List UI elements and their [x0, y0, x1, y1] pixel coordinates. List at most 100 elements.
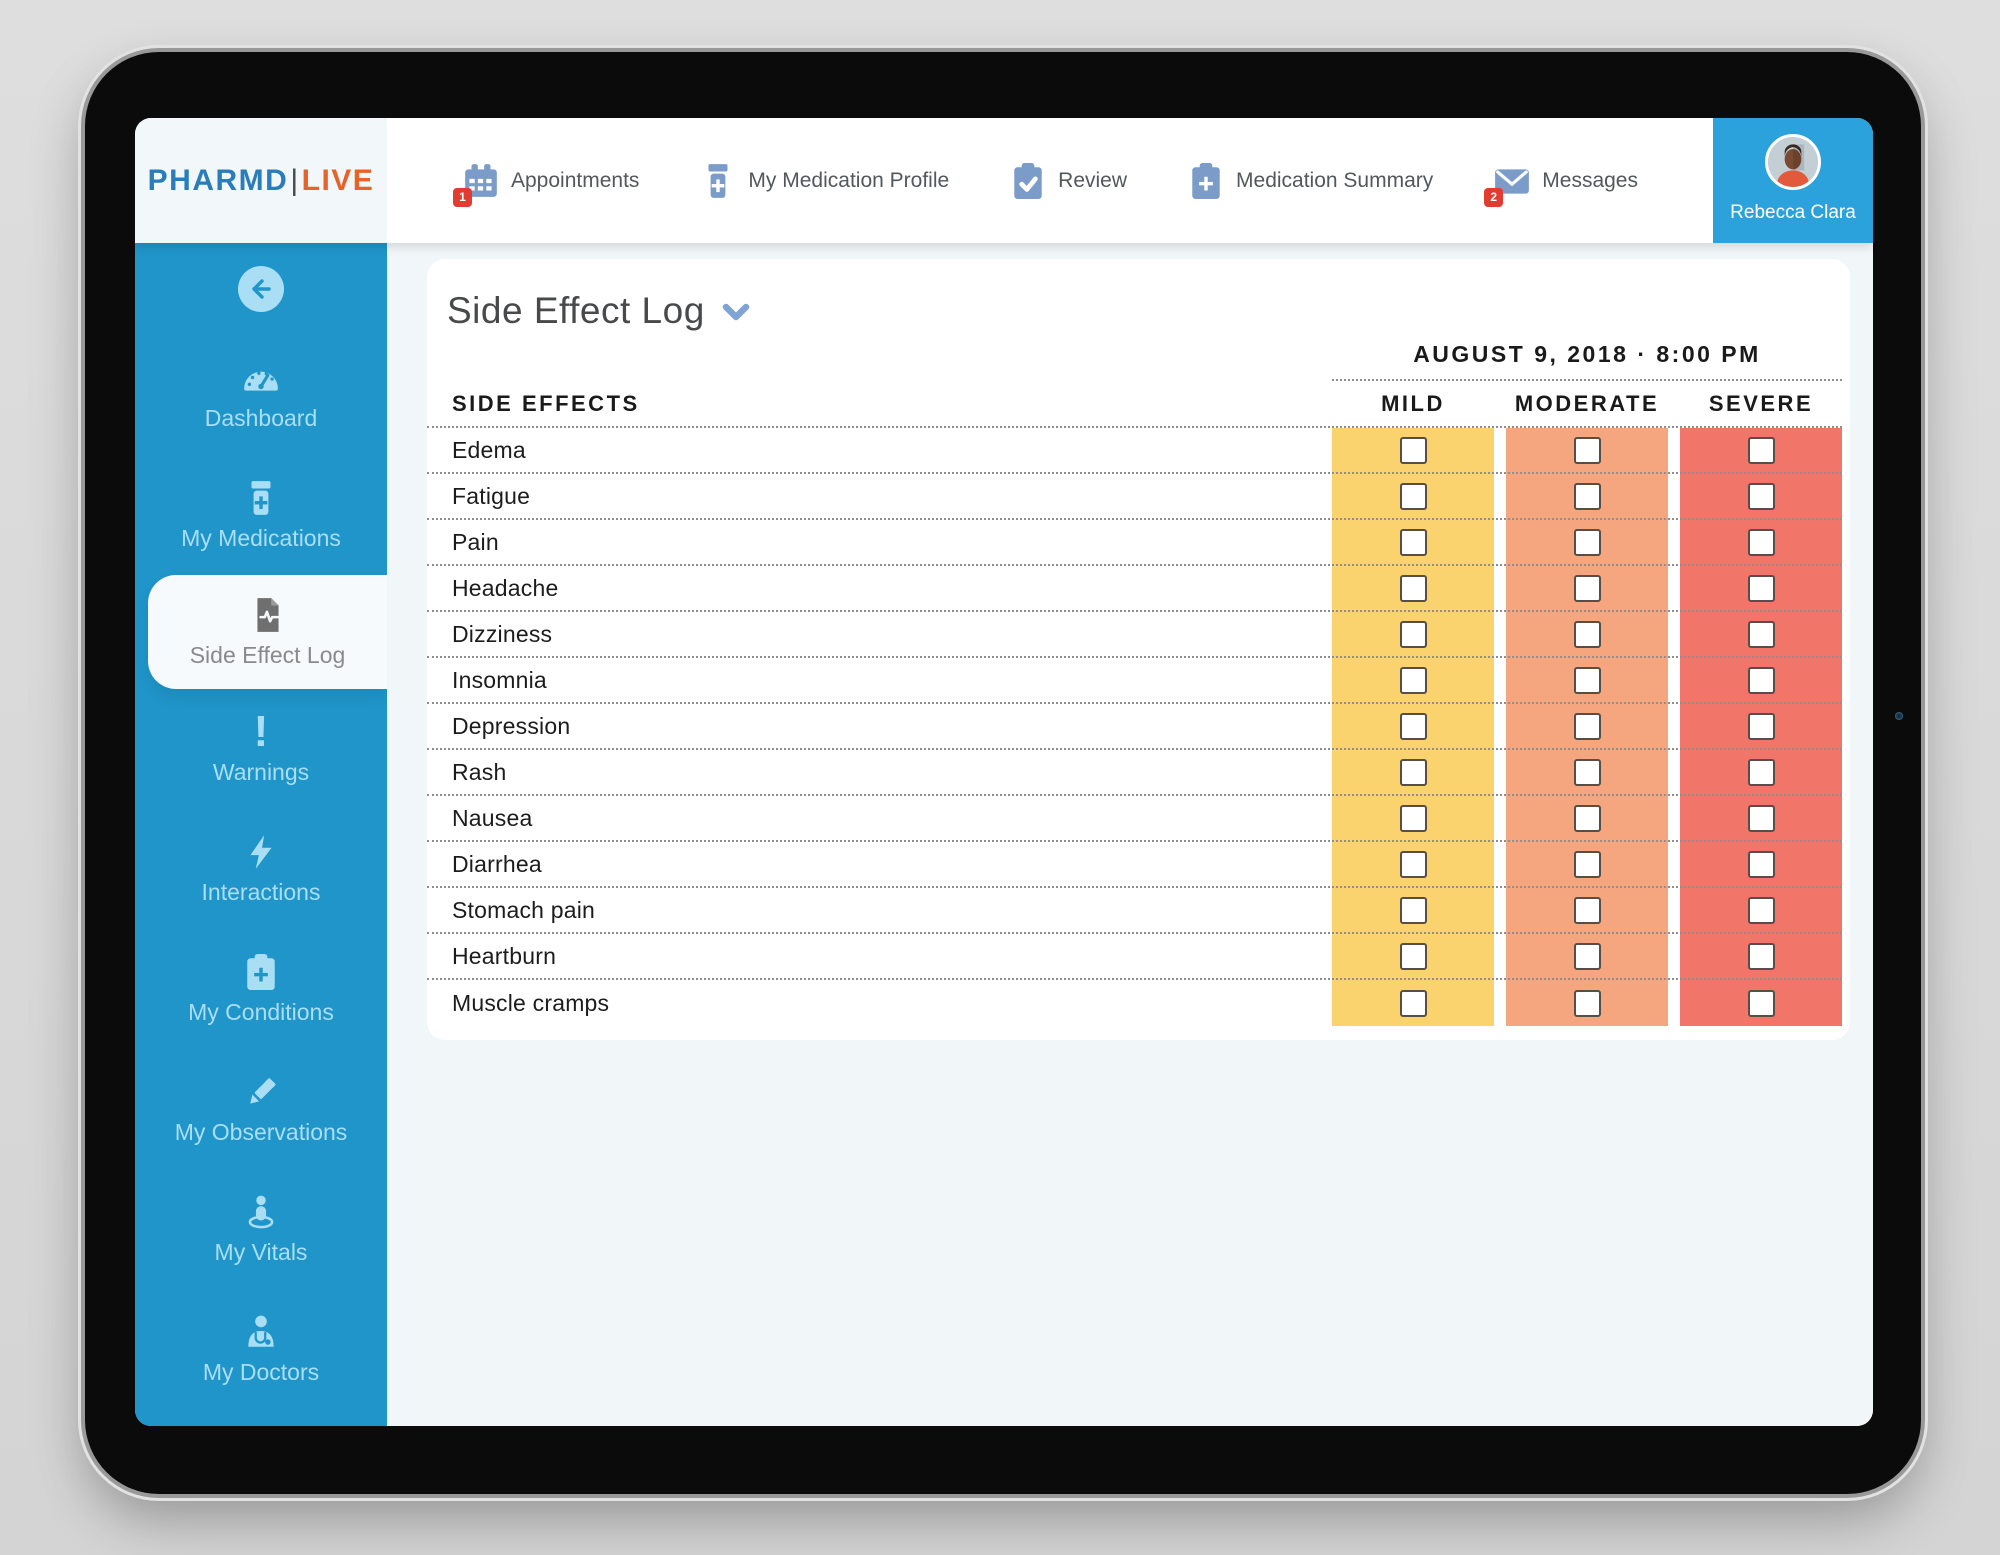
brand-logo: PHARMD|LIVE: [148, 164, 375, 198]
mild-cell: [1332, 712, 1494, 740]
sidebar-item-label: My Vitals: [214, 1238, 308, 1265]
checkbox-edema-moderate[interactable]: [1573, 436, 1601, 464]
checkbox-stomach-pain-mild[interactable]: [1399, 896, 1427, 924]
mild-cell: [1332, 528, 1494, 556]
moderate-cell: [1506, 758, 1668, 786]
severe-cell: [1680, 896, 1842, 924]
brand-primary: PHARMD: [147, 163, 289, 197]
sidebar-item-my-medications[interactable]: My Medications: [135, 455, 387, 575]
sidebar-collapse-button[interactable]: [135, 243, 387, 335]
sidebar-item-label: My Observations: [174, 1118, 348, 1145]
sidebar-item-side-effect-log[interactable]: Side Effect Log: [148, 575, 387, 689]
sidebar-item-my-doctors[interactable]: My Doctors: [135, 1289, 387, 1409]
mild-cell: [1332, 942, 1494, 970]
checkbox-pain-mild[interactable]: [1399, 528, 1427, 556]
checkbox-nausea-mild[interactable]: [1399, 804, 1427, 832]
envelope-icon: 2: [1484, 162, 1531, 207]
checkbox-muscle-cramps-mild[interactable]: [1399, 989, 1427, 1017]
checkbox-pain-severe[interactable]: [1747, 528, 1775, 556]
table-row: Fatigue: [427, 474, 1842, 520]
checkbox-rash-mild[interactable]: [1399, 758, 1427, 786]
mild-cell: [1332, 482, 1494, 510]
sidebar-item-my-vitals[interactable]: My Vitals: [135, 1169, 387, 1289]
side-effect-label: Headache: [452, 574, 559, 601]
checkbox-edema-severe[interactable]: [1747, 436, 1775, 464]
brand-secondary: LIVE: [301, 163, 375, 197]
checkbox-heartburn-moderate[interactable]: [1573, 942, 1601, 970]
checkbox-fatigue-moderate[interactable]: [1573, 482, 1601, 510]
checkbox-depression-mild[interactable]: [1399, 712, 1427, 740]
nav-item-medication-summary[interactable]: Medication Summary: [1187, 162, 1433, 200]
checkbox-nausea-moderate[interactable]: [1573, 804, 1601, 832]
checkbox-insomnia-moderate[interactable]: [1573, 666, 1601, 694]
checkbox-stomach-pain-moderate[interactable]: [1573, 896, 1601, 924]
nav-item-messages[interactable]: 2 Messages: [1484, 162, 1638, 207]
checkbox-dizziness-mild[interactable]: [1399, 620, 1427, 648]
checkbox-rash-severe[interactable]: [1747, 758, 1775, 786]
severe-cell: [1680, 666, 1842, 694]
checkbox-nausea-severe[interactable]: [1747, 804, 1775, 832]
checkbox-stomach-pain-severe[interactable]: [1747, 896, 1775, 924]
severe-cell: [1680, 942, 1842, 970]
severe-cell: [1680, 989, 1842, 1017]
side-effect-label: Depression: [452, 712, 571, 739]
nav-item-review[interactable]: Review: [1009, 162, 1127, 200]
sidebar-item-label: Interactions: [201, 878, 321, 905]
back-arrow-icon: [238, 266, 284, 312]
table-row: Nausea: [427, 796, 1842, 842]
checkbox-headache-moderate[interactable]: [1573, 574, 1601, 602]
nav-item-appointments[interactable]: 1 Appointments: [453, 162, 639, 207]
checkbox-edema-mild[interactable]: [1399, 436, 1427, 464]
checkbox-depression-severe[interactable]: [1747, 712, 1775, 740]
mild-cell: [1332, 758, 1494, 786]
checkbox-depression-moderate[interactable]: [1573, 712, 1601, 740]
table-row: Muscle cramps: [427, 980, 1842, 1026]
log-datetime: AUGUST 9, 2018 · 8:00 PM: [1332, 341, 1842, 381]
side-effect-log-card: Side Effect Log AUGUST 9, 2018 · 8:00 PM…: [427, 259, 1850, 1040]
chevron-down-icon[interactable]: [721, 302, 751, 329]
page-title: Side Effect Log: [447, 290, 705, 331]
checkbox-headache-severe[interactable]: [1747, 574, 1775, 602]
severe-cell: [1680, 804, 1842, 832]
clipboard-check-icon: [1009, 162, 1047, 200]
nav-label: Medication Summary: [1236, 168, 1434, 192]
document-pulse-icon: [249, 596, 287, 634]
app-screen: PHARMD|LIVE 1 Appointments My Medication…: [135, 118, 1873, 1426]
checkbox-fatigue-mild[interactable]: [1399, 482, 1427, 510]
side-effect-label: Fatigue: [452, 482, 531, 509]
sidebar-item-label: Dashboard: [204, 404, 318, 431]
table-row: Stomach pain: [427, 888, 1842, 934]
nav-label: My Medication Profile: [748, 168, 950, 192]
checkbox-muscle-cramps-severe[interactable]: [1747, 989, 1775, 1017]
logo-block: PHARMD|LIVE: [135, 118, 387, 243]
side-effect-label: Nausea: [452, 804, 533, 831]
mild-cell: [1332, 436, 1494, 464]
sidebar-item-warnings[interactable]: ! Warnings: [135, 689, 387, 809]
checkbox-muscle-cramps-moderate[interactable]: [1573, 989, 1601, 1017]
side-effect-label: Diarrhea: [452, 850, 542, 877]
severe-cell: [1680, 850, 1842, 878]
sidebar-item-my-conditions[interactable]: My Conditions: [135, 929, 387, 1049]
checkbox-rash-moderate[interactable]: [1573, 758, 1601, 786]
checkbox-heartburn-severe[interactable]: [1747, 942, 1775, 970]
sidebar-item-interactions[interactable]: Interactions: [135, 809, 387, 929]
mild-cell: [1332, 666, 1494, 694]
table-row: Insomnia: [427, 658, 1842, 704]
user-profile-button[interactable]: Rebecca Clara: [1713, 118, 1873, 243]
sidebar-item-my-observations[interactable]: My Observations: [135, 1049, 387, 1169]
nav-item-my-medication-profile[interactable]: My Medication Profile: [699, 162, 949, 200]
checkbox-insomnia-severe[interactable]: [1747, 666, 1775, 694]
checkbox-insomnia-mild[interactable]: [1399, 666, 1427, 694]
checkbox-heartburn-mild[interactable]: [1399, 942, 1427, 970]
checkbox-diarrhea-moderate[interactable]: [1573, 850, 1601, 878]
moderate-cell: [1506, 528, 1668, 556]
checkbox-fatigue-severe[interactable]: [1747, 482, 1775, 510]
checkbox-dizziness-moderate[interactable]: [1573, 620, 1601, 648]
moderate-cell: [1506, 712, 1668, 740]
checkbox-diarrhea-severe[interactable]: [1747, 850, 1775, 878]
checkbox-pain-moderate[interactable]: [1573, 528, 1601, 556]
sidebar-item-dashboard[interactable]: Dashboard: [135, 335, 387, 455]
checkbox-dizziness-severe[interactable]: [1747, 620, 1775, 648]
checkbox-headache-mild[interactable]: [1399, 574, 1427, 602]
checkbox-diarrhea-mild[interactable]: [1399, 850, 1427, 878]
